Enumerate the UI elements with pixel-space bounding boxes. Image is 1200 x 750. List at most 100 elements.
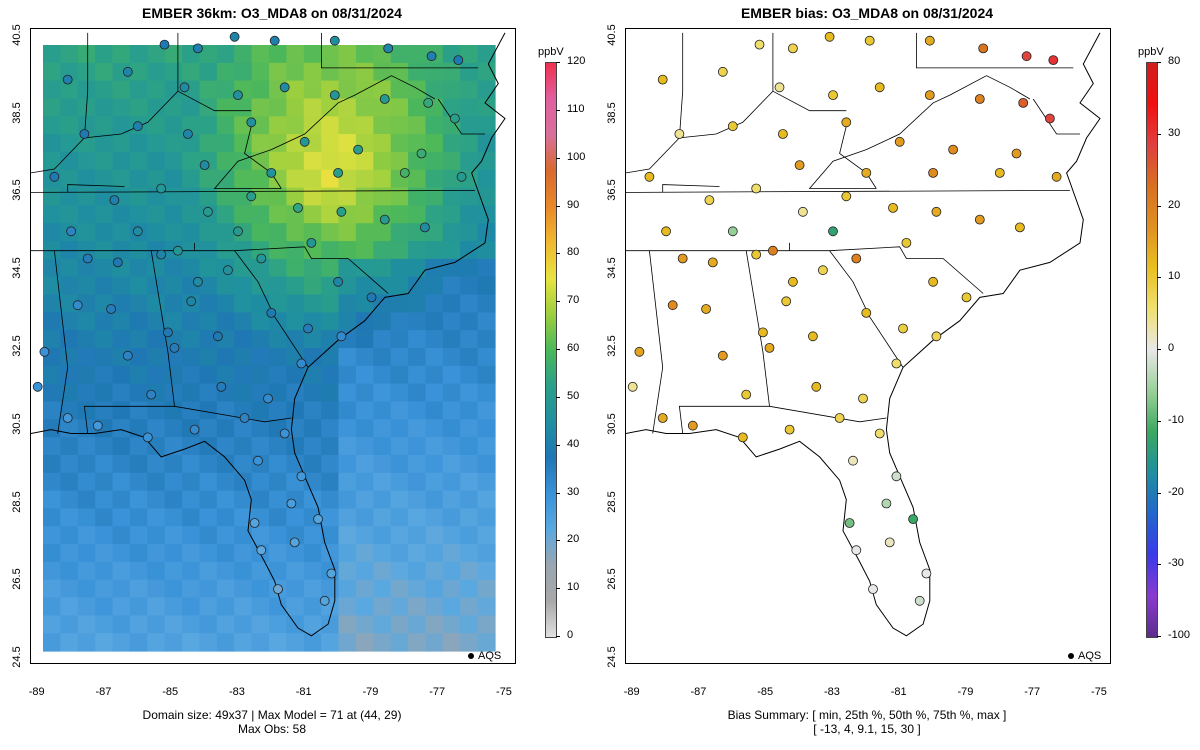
model-grid-cell	[286, 454, 305, 474]
y-tick-label: 32.5	[11, 335, 23, 357]
bias-station-marker	[657, 74, 668, 85]
model-grid-cell	[408, 241, 427, 260]
model-grid-cell	[425, 615, 444, 634]
x-tick-label: -83	[823, 686, 840, 698]
bias-station-marker	[674, 129, 685, 139]
model-grid-cell	[269, 597, 287, 616]
obs-station-marker	[249, 518, 260, 528]
model-grid-cell	[164, 312, 183, 331]
model-grid-cell	[355, 116, 374, 135]
model-grid-cell	[147, 526, 166, 545]
model-grid-cell	[303, 276, 322, 296]
model-grid-cell	[129, 419, 148, 438]
model-grid-cell	[164, 419, 183, 438]
model-grid-cell	[182, 561, 201, 581]
model-grid-cell	[43, 294, 61, 313]
bias-station-marker	[861, 307, 872, 318]
model-grid-cell	[425, 508, 444, 527]
model-grid-cell	[286, 437, 305, 456]
model-grid-cell	[60, 276, 79, 296]
bias-station-marker	[781, 296, 792, 307]
model-grid-cell	[199, 187, 218, 206]
model-grid-cell	[338, 45, 357, 64]
model-grid-cell	[321, 401, 340, 420]
model-grid-cell	[77, 330, 96, 349]
model-grid-cell	[321, 205, 340, 224]
model-grid-cell	[60, 615, 79, 634]
model-grid-cell	[129, 401, 148, 420]
model-grid-cell	[373, 169, 392, 189]
coastline	[626, 32, 1101, 637]
model-grid-cell	[442, 419, 461, 438]
model-grid-cell	[408, 615, 427, 634]
model-grid-cell	[77, 45, 96, 64]
model-grid-cell	[164, 508, 183, 527]
model-grid-cell	[95, 312, 114, 331]
model-grid-cell	[147, 80, 166, 99]
bias-station-marker	[794, 160, 805, 171]
model-grid-cell	[129, 579, 148, 599]
bias-station-marker	[717, 350, 728, 361]
model-grid-cell	[60, 472, 79, 492]
model-grid-cell	[199, 472, 218, 492]
model-grid-cell	[95, 365, 114, 385]
model-grid-cell	[129, 330, 148, 349]
model-grid-cell	[355, 98, 374, 117]
state-border	[678, 250, 770, 434]
obs-station-marker	[329, 90, 340, 100]
model-grid-cell	[43, 508, 61, 527]
model-grid-cell	[60, 80, 79, 99]
model-grid-cell	[460, 258, 479, 278]
model-grid-cell	[442, 633, 461, 652]
state-border	[626, 189, 1070, 193]
model-grid-cell	[408, 419, 427, 438]
colorbar-tick-mark	[556, 205, 560, 207]
obs-station-marker	[156, 183, 167, 194]
bias-station-marker	[921, 568, 932, 579]
model-grid-cell	[216, 98, 235, 117]
bias-station-marker	[881, 498, 892, 509]
model-grid-cell	[408, 80, 427, 99]
model-grid-cell	[355, 187, 374, 206]
model-grid-cell	[321, 615, 340, 634]
colorbar-tick-label: 110	[567, 102, 585, 115]
model-grid-cell	[60, 169, 79, 189]
model-grid-cell	[269, 454, 287, 474]
model-grid-cell	[147, 330, 166, 349]
bias-station-marker	[874, 82, 885, 93]
colorbar-tick-label: 80	[1168, 55, 1181, 67]
bias-station-marker	[851, 545, 862, 556]
model-grid-cell	[147, 365, 166, 385]
model-grid-cell	[408, 383, 427, 402]
model-grid-cell	[390, 472, 409, 492]
model-grid-cell	[147, 312, 166, 331]
model-grid-cell	[442, 561, 461, 581]
model-grid-cell	[95, 276, 114, 296]
state-border	[213, 75, 436, 189]
model-grid-cell	[442, 205, 461, 224]
model-grid-cell	[164, 294, 183, 313]
model-grid-cell	[129, 151, 148, 171]
bias-station-marker	[844, 518, 855, 528]
obs-station-marker	[256, 545, 267, 556]
model-grid-cell	[147, 615, 166, 634]
colorbar-tick-label: 0	[567, 629, 574, 641]
model-grid-cell	[303, 526, 322, 545]
model-grid-cell	[182, 472, 201, 492]
model-grid-cell	[147, 401, 166, 420]
colorbar-tick-label: 40	[567, 437, 580, 450]
model-grid-cell	[147, 633, 166, 652]
model-grid-cell	[164, 134, 183, 153]
model-grid-cell	[112, 383, 131, 402]
model-grid-cell	[442, 276, 461, 296]
model-grid-cell	[112, 365, 131, 385]
bias-station-marker	[928, 276, 939, 287]
obs-station-marker	[132, 226, 143, 237]
model-grid-cell	[60, 508, 79, 527]
model-grid-cell	[303, 472, 322, 492]
model-grid-cell	[390, 187, 409, 206]
model-grid-cell	[43, 526, 61, 545]
model-grid-cell	[303, 419, 322, 438]
model-grid-cell	[95, 633, 114, 652]
model-grid-cell	[77, 544, 96, 563]
